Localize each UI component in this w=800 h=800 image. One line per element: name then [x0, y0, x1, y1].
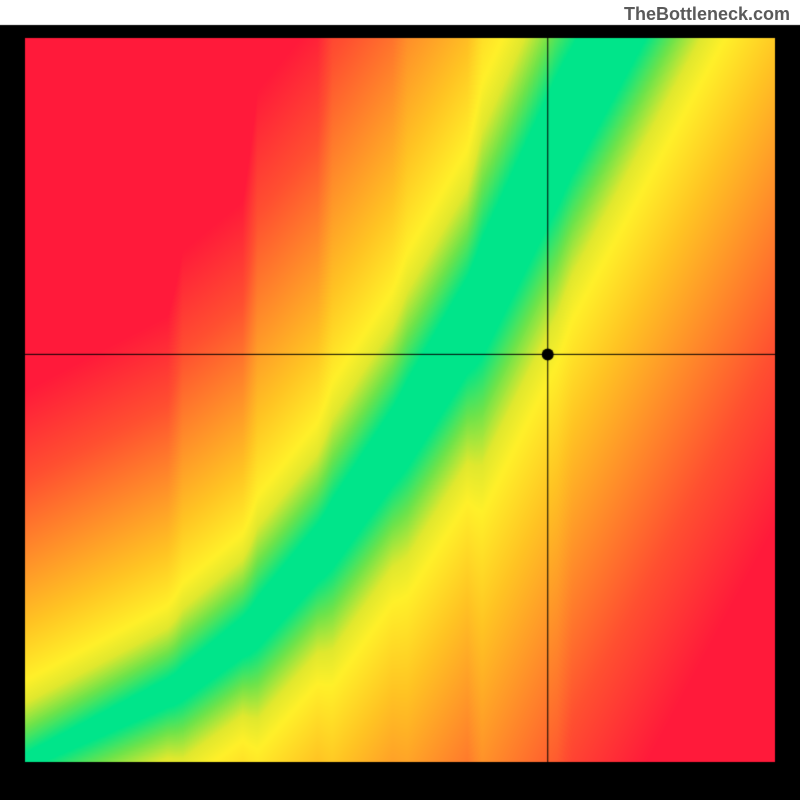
attribution-label: TheBottleneck.com: [624, 4, 790, 25]
bottleneck-heatmap: [0, 0, 800, 800]
